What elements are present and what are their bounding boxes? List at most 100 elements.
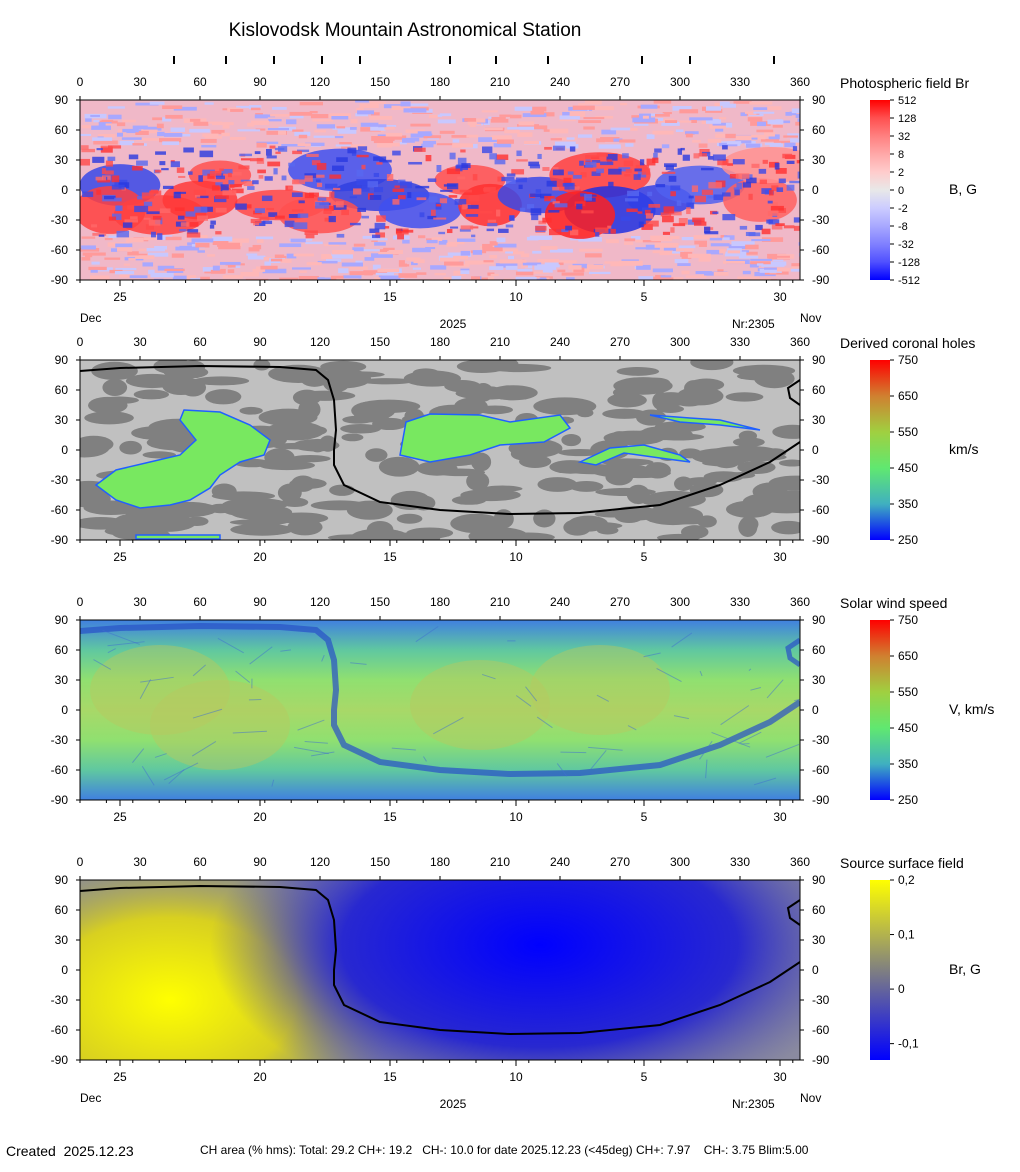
field-cell [146, 248, 166, 252]
y-tick-label: -90 [51, 533, 69, 547]
field-cell [451, 275, 462, 280]
coronal-hole-area-info: CH area (% hms): Total: 29.2 CH+: 19.2 C… [200, 1143, 809, 1157]
field-cell [555, 137, 577, 141]
closed-field-region [341, 433, 364, 442]
field-cell [212, 265, 220, 271]
closed-field-region [690, 360, 734, 371]
colorbar-tick-label: -128 [898, 257, 920, 269]
field-cell [505, 265, 518, 270]
field-cell [735, 140, 752, 144]
neutral-line [80, 884, 800, 1036]
field-cell [171, 253, 184, 258]
field-cell [222, 124, 230, 129]
field-cell [332, 165, 345, 171]
field-cell [678, 218, 688, 225]
y-tick-label-right: 90 [812, 873, 826, 887]
field-cell [412, 267, 422, 270]
field-cell [292, 129, 304, 132]
field-cell [369, 116, 393, 120]
field-cell [250, 218, 262, 224]
field-cell [350, 119, 358, 124]
field-cell [472, 250, 483, 255]
field-cell [306, 153, 319, 157]
closed-field-region [80, 439, 114, 447]
field-cell [141, 192, 154, 199]
field-cell [395, 228, 402, 234]
closed-field-region [340, 423, 382, 434]
field-cell [565, 277, 575, 280]
field-cell [636, 264, 651, 270]
field-cell [148, 252, 169, 257]
field-cell [153, 278, 164, 280]
field-cell [550, 138, 562, 141]
slow-wind-band [785, 637, 800, 668]
coronal-hole [94, 409, 271, 509]
field-cell [374, 277, 381, 280]
field-cell [625, 143, 634, 147]
field-cell [278, 130, 287, 135]
field-cell [323, 209, 332, 214]
fast-wind-region [530, 645, 670, 735]
field-cell [163, 133, 183, 137]
field-cell [550, 198, 556, 203]
closed-field-region [636, 427, 693, 441]
field-cell [190, 278, 207, 280]
field-cell [468, 195, 480, 202]
field-cell [252, 268, 266, 272]
field-cell [267, 161, 281, 167]
date-tick-label: 5 [641, 290, 648, 304]
field-cell [82, 191, 94, 198]
x-tick-label: 90 [253, 855, 267, 869]
field-cell [332, 253, 353, 259]
field-cell [252, 244, 262, 250]
field-cell [774, 162, 780, 170]
field-cell [416, 197, 427, 201]
field-cell [291, 209, 304, 212]
field-cell [249, 158, 263, 162]
field-cell [375, 272, 395, 276]
field-cell [287, 186, 294, 190]
field-cell [215, 175, 225, 180]
field-cell [773, 140, 794, 144]
field-cell [712, 122, 732, 126]
field-cell [534, 265, 557, 270]
carrington-rotation-label: Nr:2305 [732, 1097, 775, 1111]
y-tick-label-right: 30 [812, 933, 826, 947]
field-cell [677, 263, 691, 267]
field-cell [199, 150, 214, 158]
field-cell [578, 237, 602, 242]
field-cell [386, 174, 394, 181]
field-cell [341, 262, 364, 267]
field-cell [732, 159, 745, 165]
closed-field-region [602, 408, 647, 419]
field-cell [720, 235, 728, 239]
slow-wind-band [80, 622, 800, 778]
field-cell [481, 110, 498, 113]
field-cell [119, 140, 135, 146]
field-cell [604, 261, 626, 264]
wind-streak [217, 637, 244, 654]
field-cell [357, 146, 368, 151]
field-cell [661, 144, 670, 149]
field-cell [174, 207, 185, 211]
field-cell [222, 108, 232, 111]
closed-field-region [600, 458, 654, 466]
field-cell [229, 183, 242, 188]
field-cell [522, 113, 547, 118]
field-cell [483, 260, 494, 263]
field-cell [632, 117, 656, 123]
field-cell [95, 176, 106, 181]
field-cell [695, 271, 712, 275]
fast-wind-region [150, 680, 290, 770]
field-cell [299, 270, 307, 273]
x-tick-label: 120 [310, 335, 330, 349]
field-cell [91, 224, 98, 228]
closed-field-region [561, 434, 582, 447]
wind-streak [168, 769, 185, 785]
field-cell [626, 208, 638, 213]
wind-streak [140, 676, 174, 683]
field-cell [595, 227, 609, 234]
field-cell [185, 211, 196, 217]
field-cell [266, 148, 272, 156]
field-cell [215, 231, 222, 235]
